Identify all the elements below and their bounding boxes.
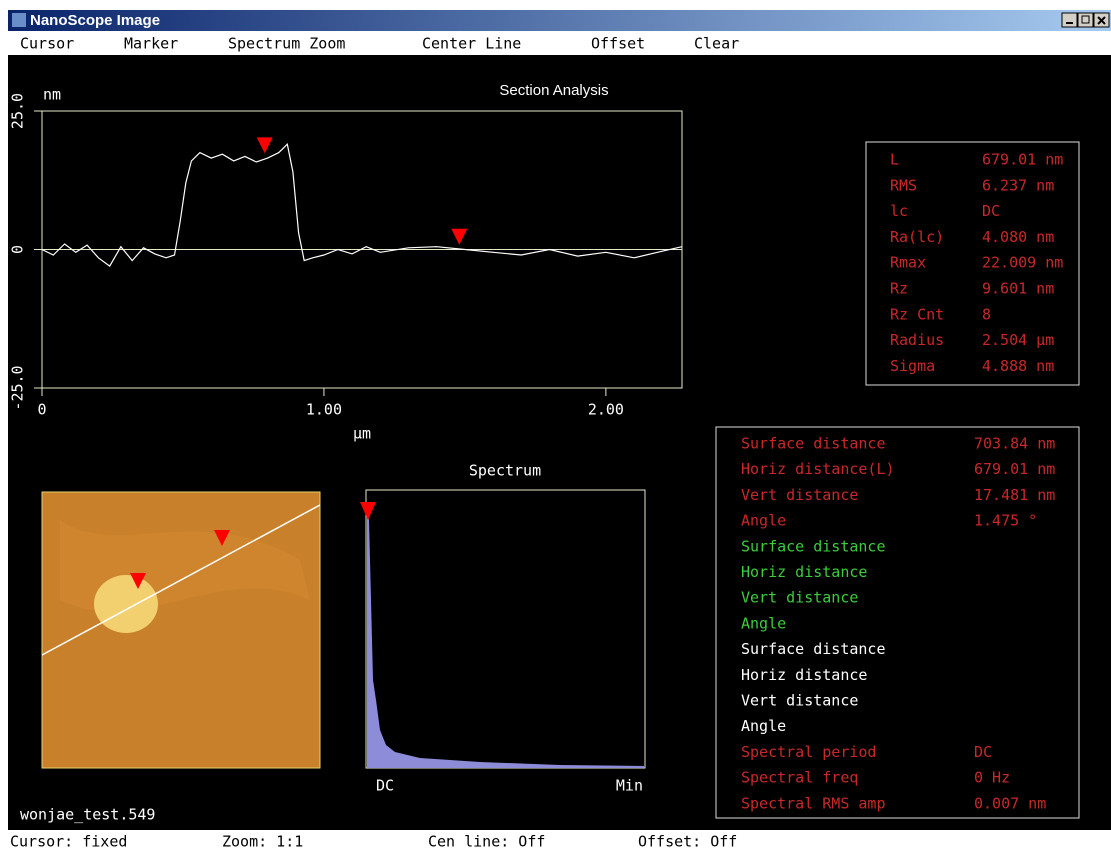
roughness-label: L (890, 151, 899, 169)
roughness-value: 9.601 nm (982, 280, 1054, 298)
roughness-label: Sigma (890, 357, 935, 375)
section-title: Section Analysis (499, 82, 608, 99)
window-title: NanoScope Image (30, 12, 160, 29)
menu-item[interactable]: Cursor (20, 35, 74, 53)
menu-item[interactable]: Spectrum Zoom (228, 35, 345, 53)
measurement-label: Vert distance (741, 486, 858, 504)
y-tick-label: 25.0 (9, 93, 27, 129)
measurement-label: Angle (741, 717, 786, 735)
roughness-value: DC (982, 202, 1000, 220)
roughness-value: 4.888 nm (982, 357, 1054, 375)
measurement-value: 679.01 nm (974, 460, 1055, 478)
measurement-label: Horiz distance(L) (741, 460, 895, 478)
title-bar (8, 10, 1111, 31)
spectrum-start: DC (376, 777, 394, 795)
status-item: Offset: Off (638, 833, 737, 851)
roughness-label: Rz (890, 280, 908, 298)
window: NanoScope Image Cursor Marker Spectrum Zoo… (0, 0, 1111, 854)
measurement-value: DC (974, 743, 992, 761)
measurement-label: Angle (741, 512, 786, 530)
measurement-label: Surface distance (741, 537, 886, 555)
roughness-label: Radius (890, 331, 944, 349)
roughness-label: lc (890, 202, 908, 220)
afm-image (42, 492, 320, 768)
app-icon (12, 13, 26, 27)
x-tick-label: 0 (37, 401, 46, 419)
menu-item[interactable]: Offset (591, 35, 645, 53)
measurement-label: Surface distance (741, 435, 886, 453)
y-unit: nm (43, 86, 61, 104)
roughness-value: 2.504 µm (982, 331, 1054, 349)
x-tick-label: 2.00 (588, 401, 624, 419)
y-tick-label: -25.0 (9, 365, 27, 410)
roughness-label: RMS (890, 176, 917, 194)
menu-item[interactable]: Clear (694, 35, 739, 53)
y-tick-label: 0 (9, 245, 27, 254)
spectrum-title: Spectrum (469, 462, 541, 480)
roughness-label: Ra(lc) (890, 228, 944, 246)
roughness-label: Rz Cnt (890, 305, 944, 323)
measurement-value: 703.84 nm (974, 435, 1055, 453)
measurement-value: 1.475 ° (974, 512, 1037, 530)
x-tick-label: 1.00 (306, 401, 342, 419)
measurement-value: 0 Hz (974, 769, 1010, 787)
measurement-label: Angle (741, 614, 786, 632)
measurement-label: Spectral freq (741, 769, 858, 787)
measurement-value: 17.481 nm (974, 486, 1055, 504)
roughness-value: 6.237 nm (982, 176, 1054, 194)
menu-item[interactable]: Marker (124, 35, 178, 53)
menu-item[interactable]: Center Line (422, 35, 521, 53)
measurement-label: Horiz distance (741, 563, 867, 581)
measurement-label: Surface distance (741, 640, 886, 658)
window-controls[interactable] (1062, 13, 1109, 27)
status-item: Zoom: 1:1 (222, 833, 303, 851)
roughness-value: 8 (982, 305, 991, 323)
measurement-label: Vert distance (741, 589, 858, 607)
measurement-label: Vert distance (741, 692, 858, 710)
status-item: Cursor: fixed (10, 833, 127, 851)
filename: wonjae_test.549 (20, 806, 155, 824)
measurement-label: Horiz distance (741, 666, 867, 684)
roughness-label: Rmax (890, 254, 926, 272)
roughness-value: 4.080 nm (982, 228, 1054, 246)
measurement-label: Spectral period (741, 743, 876, 761)
roughness-value: 679.01 nm (982, 151, 1063, 169)
x-unit: µm (353, 425, 371, 443)
roughness-value: 22.009 nm (982, 254, 1063, 272)
status-item: Cen line: Off (428, 833, 545, 851)
spectrum-end: Min (616, 777, 643, 795)
measurement-value: 0.007 nm (974, 794, 1046, 812)
measurement-label: Spectral RMS amp (741, 794, 886, 812)
